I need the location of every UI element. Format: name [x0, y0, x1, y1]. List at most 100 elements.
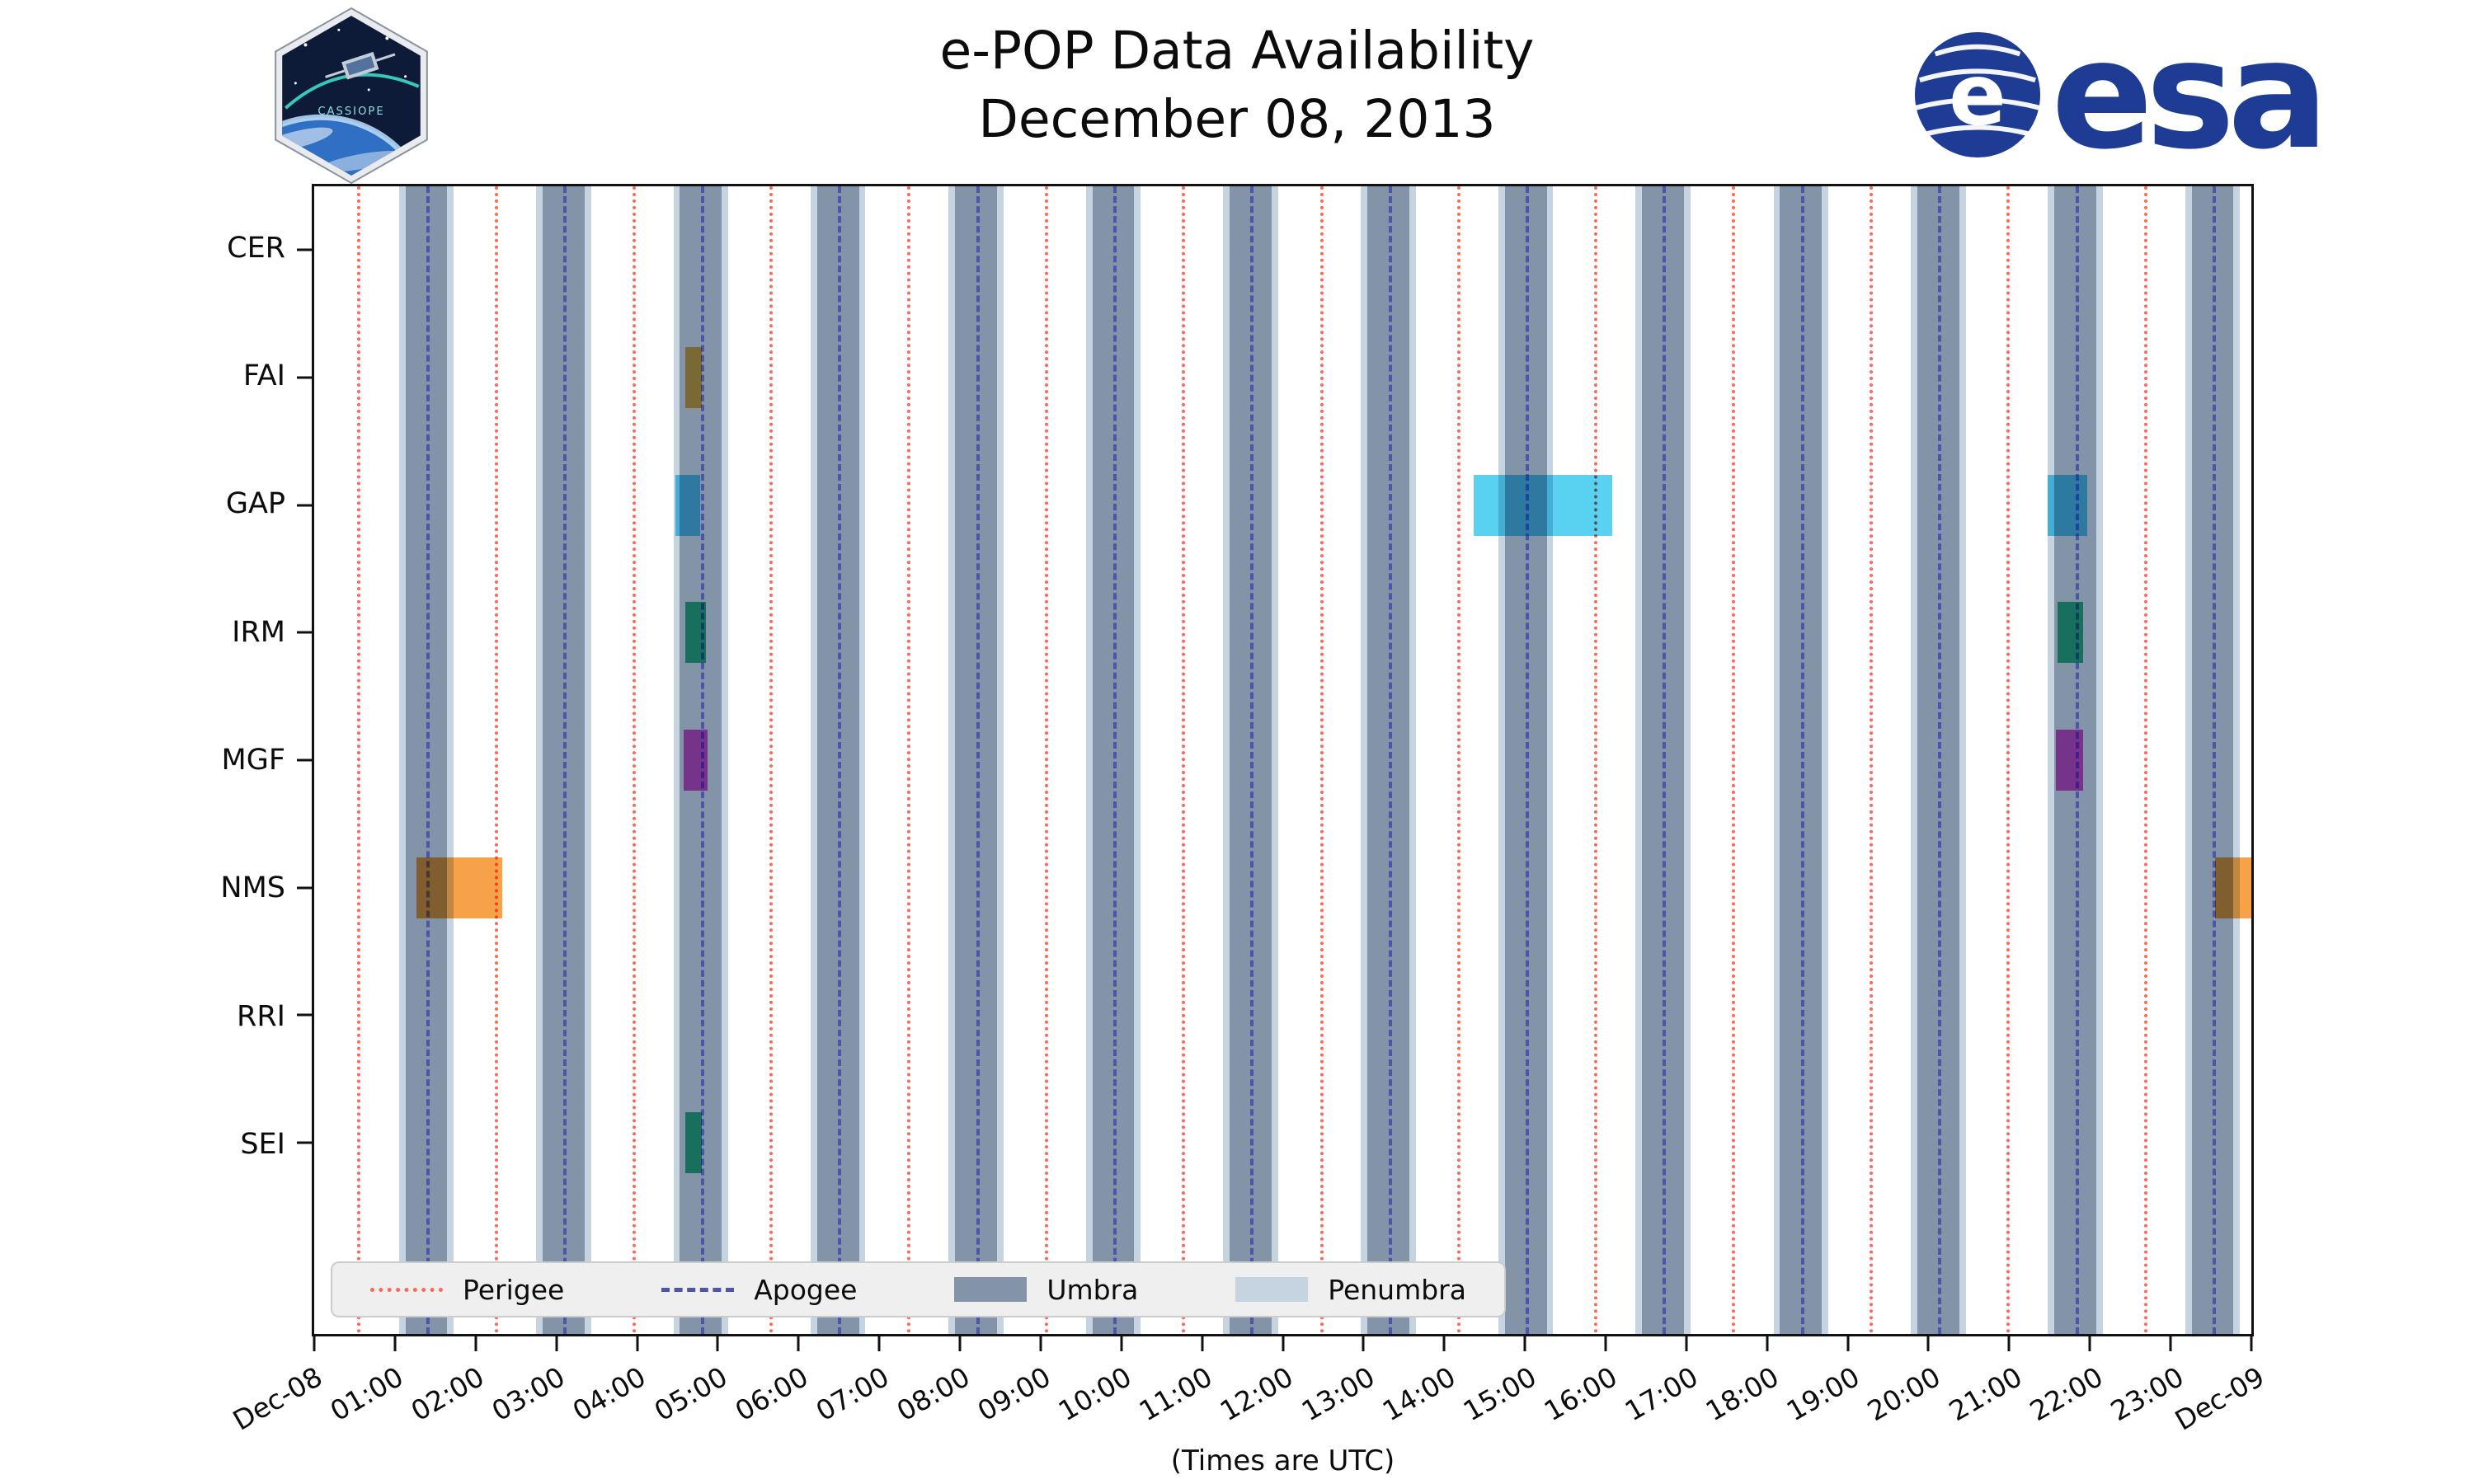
plot-area: Perigee Apogee Umbra Penumbra [297, 184, 2254, 1351]
y-axis-label-gap: GAP [225, 487, 285, 521]
perigee-line [1456, 186, 1460, 1334]
apogee-line [1526, 186, 1530, 1334]
perigee-line [1182, 186, 1186, 1334]
x-tick-mark [1120, 1336, 1123, 1351]
y-axis-label-irm: IRM [232, 615, 285, 649]
x-tick-mark [1201, 1336, 1204, 1351]
perigee-line [1319, 186, 1324, 1334]
legend-item-perigee: Perigee [370, 1274, 564, 1306]
perigee-line [769, 186, 773, 1334]
x-axis-title: (Times are UTC) [1170, 1444, 1395, 1477]
availability-bar-gap [2048, 474, 2088, 536]
apogee-line [1938, 186, 1942, 1334]
x-tick-mark [555, 1336, 558, 1351]
x-tick-mark [797, 1336, 800, 1351]
y-tick-mark [297, 1141, 312, 1144]
y-axis-label-sei: SEI [240, 1127, 285, 1161]
perigee-line [632, 186, 636, 1334]
apogee-line [976, 186, 980, 1334]
x-tick-mark [877, 1336, 881, 1351]
umbra-band [405, 186, 448, 1334]
x-tick-label: 12:00 [1215, 1360, 1299, 1428]
chart-title-block: e-POP Data Availability December 08, 201… [0, 16, 2474, 153]
availability-bar-nms [416, 857, 503, 918]
x-tick-label: 22:00 [2024, 1360, 2109, 1428]
x-tick-mark [636, 1336, 638, 1351]
legend-label-perigee: Perigee [463, 1273, 565, 1306]
perigee-line [1870, 186, 1874, 1334]
page-title: e-POP Data Availability [939, 21, 1535, 81]
x-tick-label: Dec-08 [228, 1360, 328, 1437]
x-tick-mark [2088, 1336, 2091, 1351]
umbra-band [1504, 186, 1547, 1334]
penumbra-patch-sample-icon [1235, 1277, 1309, 1302]
satellite-icon [325, 51, 396, 80]
apogee-line [1112, 186, 1117, 1334]
x-tick-mark [2169, 1336, 2172, 1351]
availability-bar-nms [2214, 857, 2251, 918]
x-tick-label: 07:00 [810, 1360, 895, 1428]
x-tick-mark [313, 1336, 316, 1351]
x-tick-mark [1846, 1336, 1850, 1351]
x-tick-mark [1282, 1336, 1284, 1351]
y-axis-label-mgf: MGF [221, 744, 285, 777]
y-axis-label-fai: FAI [242, 359, 285, 392]
x-tick-label: 08:00 [891, 1360, 976, 1428]
x-tick-mark [1362, 1336, 1365, 1351]
y-tick-mark [297, 1013, 312, 1017]
x-tick-label: 06:00 [729, 1360, 814, 1428]
x-axis: Dec-08 01:00 02:00 03:00 04:00 05:00 06:00 07:0… [228, 1360, 2269, 1451]
x-tick-label: 21:00 [1943, 1360, 2028, 1428]
x-tick-mark [393, 1336, 397, 1351]
perigee-line [1044, 186, 1048, 1334]
esa-globe-icon: e [1915, 31, 2041, 158]
apogee-line [1388, 186, 1392, 1334]
umbra-band [816, 186, 859, 1334]
x-tick-label: 14:00 [1376, 1360, 1461, 1428]
apogee-line [1800, 186, 1804, 1334]
perigee-line [356, 186, 360, 1334]
x-tick-mark [1442, 1336, 1446, 1351]
y-axis-label-nms: NMS [220, 871, 285, 905]
legend-label-penumbra: Penumbra [1328, 1273, 1466, 1306]
x-tick-mark [958, 1336, 962, 1351]
x-tick-mark [2250, 1336, 2253, 1351]
x-tick-mark [1523, 1336, 1526, 1351]
x-tick-label: 09:00 [971, 1360, 1056, 1428]
availability-bar-fai [685, 347, 702, 408]
perigee-line [495, 186, 499, 1334]
cassiope-mission-patch-icon: CASSIOPE [275, 7, 428, 185]
x-tick-label: Dec-09 [2170, 1360, 2270, 1437]
legend: Perigee Apogee Umbra Penumbra [331, 1261, 1506, 1317]
y-tick-mark [297, 376, 312, 379]
esa-wordmark: esa [2051, 7, 2329, 182]
x-tick-label: 05:00 [648, 1360, 733, 1428]
apogee-line [838, 186, 842, 1334]
x-tick-label: 16:00 [1538, 1360, 1623, 1428]
x-tick-label: 02:00 [405, 1360, 490, 1428]
page-subtitle: December 08, 2013 [978, 89, 1496, 150]
y-axis: CER FAI GAP IRM MGF NMS RRI SEI [0, 184, 285, 1336]
availability-bar-gap [675, 474, 700, 536]
x-tick-label: 13:00 [1296, 1360, 1380, 1428]
perigee-line [1731, 186, 1735, 1334]
y-tick-mark [297, 758, 312, 762]
perigee-line [907, 186, 911, 1334]
apogee-line [1663, 186, 1667, 1334]
x-tick-label: 03:00 [487, 1360, 571, 1428]
legend-label-apogee: Apogee [754, 1273, 858, 1306]
x-tick-mark [716, 1336, 719, 1351]
x-tick-mark [1039, 1336, 1042, 1351]
apogee-line [563, 186, 567, 1334]
legend-label-umbra: Umbra [1047, 1273, 1139, 1306]
availability-bar-irm [685, 602, 706, 664]
x-tick-mark [1604, 1336, 1607, 1351]
y-tick-mark [297, 886, 312, 890]
legend-item-penumbra: Penumbra [1235, 1274, 1466, 1306]
y-axis-label-rri: RRI [237, 999, 285, 1033]
y-tick-mark [297, 631, 312, 634]
x-tick-label: 18:00 [1700, 1360, 1785, 1428]
x-tick-mark [2007, 1336, 2011, 1351]
availability-bar-irm [2058, 602, 2084, 664]
umbra-band [1642, 186, 1684, 1334]
